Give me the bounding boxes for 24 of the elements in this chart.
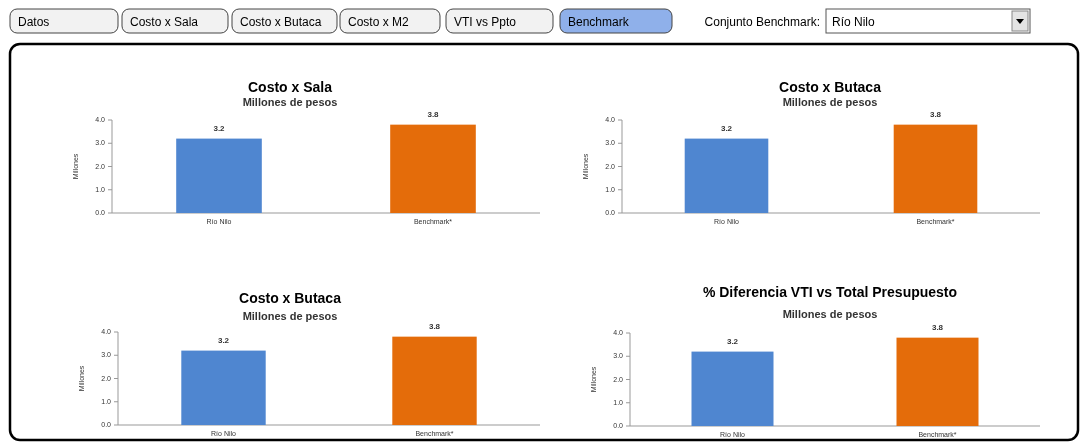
data-label: 3.2 <box>213 123 226 133</box>
text: Conjunto Benchmark: <box>704 15 820 29</box>
data-label: 3.8 <box>929 109 942 119</box>
chart-title: Costo x Butaca <box>239 290 342 306</box>
text: Río Nilo <box>832 15 876 29</box>
chart-title: Costo x Butaca <box>779 79 882 95</box>
text: Costo x Sala <box>130 15 199 29</box>
data-label: 3.2 <box>217 335 230 345</box>
data-label: 3.2 <box>720 123 733 133</box>
data-label: 3.8 <box>427 109 440 119</box>
chart-title: % Diferencia VTI vs Total Presupuesto <box>702 284 958 300</box>
chart-subtitle: Millones de pesos <box>782 308 878 320</box>
text: Costo x M2 <box>348 15 410 29</box>
data-label: 3.2 <box>726 336 739 346</box>
text: Costo x Butaca <box>240 15 322 29</box>
chart-subtitle: Millones de pesos <box>242 96 338 108</box>
text: VTI vs Ppto <box>454 15 517 29</box>
data-label: 3.8 <box>931 322 944 332</box>
text: Datos <box>18 15 50 29</box>
chart-subtitle: Millones de pesos <box>242 310 338 322</box>
chart-subtitle: Millones de pesos <box>782 96 878 108</box>
text: Benchmark <box>568 15 630 29</box>
chart-title: Costo x Sala <box>247 79 333 95</box>
data-label: 3.8 <box>428 321 441 331</box>
